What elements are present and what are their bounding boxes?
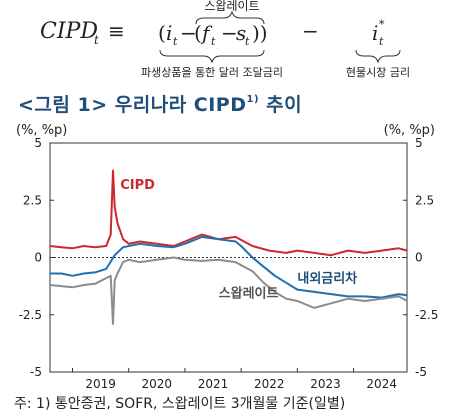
formula-minus: − (302, 19, 319, 43)
formula-equiv: ≡ (108, 19, 125, 43)
x-tick-label: 2019 (85, 377, 116, 391)
footnote: 주: 1) 통안증권, SOFR, 스왑레이트 3개월물 기준(일별) (14, 396, 346, 412)
y-tick-label-left: -5 (30, 365, 42, 379)
y-tick-label-right: -5 (415, 365, 427, 379)
formula-term1-sub: t (173, 35, 178, 48)
y-tick-label-left: -2.5 (19, 308, 42, 322)
overbrace (195, 10, 265, 25)
chart-title: <그림 1> 우리나라 CIPD1) 추이 (18, 90, 302, 117)
chart-title-text: <그림 1> 우리나라 CIPD (18, 94, 247, 116)
x-tick-label: 2020 (142, 377, 173, 391)
series-line-CIPD (49, 169, 408, 257)
y-tick-label-right: 5 (415, 136, 423, 150)
formula-term2-sub: t (211, 35, 216, 48)
unit-left: (%, %p) (16, 123, 68, 138)
y-tick-label-left: 2.5 (23, 193, 42, 207)
formula-term4-sub: t (379, 35, 384, 48)
chart-title-sup: 1) (246, 94, 260, 105)
formula-minus-2: − (221, 21, 238, 45)
y-tick-label-right: -2.5 (415, 308, 438, 322)
series-line-스왑레이트 (49, 256, 408, 325)
cipd-line-chart: 5 5 2.5 2.5 0 0 -2.5 -2.5 -5 -5 2019 2020 2021 2022 20… (19, 136, 439, 391)
chart-title-suffix: 추이 (259, 94, 303, 116)
series-line-내외금리차 (50, 235, 408, 299)
formula-lhs-sub: t (94, 33, 99, 47)
y-tick-label-left: 0 (34, 251, 42, 265)
chart-axes: 5 5 2.5 2.5 0 0 -2.5 -2.5 -5 -5 2019 2020 2021 2022 20… (19, 136, 439, 391)
series-label: 내외금리차 (297, 271, 357, 287)
underbrace-right-label: 현물시장 금리 (346, 66, 410, 78)
formula-term1: i (166, 21, 172, 45)
x-tick-label: 2024 (366, 377, 397, 391)
formula-open-paren-2: ( (194, 21, 202, 45)
cipd-formula: CIPD t ≡ ( i t − ( f t − s t )) − i * t … (40, 0, 410, 78)
x-tick-label: 2022 (254, 377, 285, 391)
x-tick-label: 2021 (198, 377, 229, 391)
y-tick-label-right: 2.5 (415, 193, 434, 207)
series-label: CIPD (120, 178, 155, 193)
formula-term3: s (236, 21, 246, 45)
formula-term4: i (372, 21, 378, 45)
formula-term4-sup: * (379, 18, 385, 31)
y-tick-label-left: 5 (34, 136, 42, 150)
unit-right: (%, %p) (383, 123, 435, 138)
overbrace-label: 스왑레이트 (204, 0, 259, 13)
underbrace-right (355, 49, 401, 64)
formula-open-paren: ( (158, 21, 166, 45)
underbrace-left (159, 49, 265, 64)
underbrace-left-label: 파생상품을 통한 달러 조달금리 (141, 66, 283, 78)
y-tick-label-right: 0 (415, 251, 423, 265)
formula-term3-sub: t (245, 35, 250, 48)
formula-inner-minus: − (180, 21, 197, 45)
formula-close-paren: )) (252, 21, 268, 45)
x-tick-label: 2023 (310, 377, 341, 391)
formula-lhs: CIPD (40, 19, 98, 44)
series-label: 스왑레이트 (219, 286, 279, 302)
chart-series (49, 169, 408, 325)
